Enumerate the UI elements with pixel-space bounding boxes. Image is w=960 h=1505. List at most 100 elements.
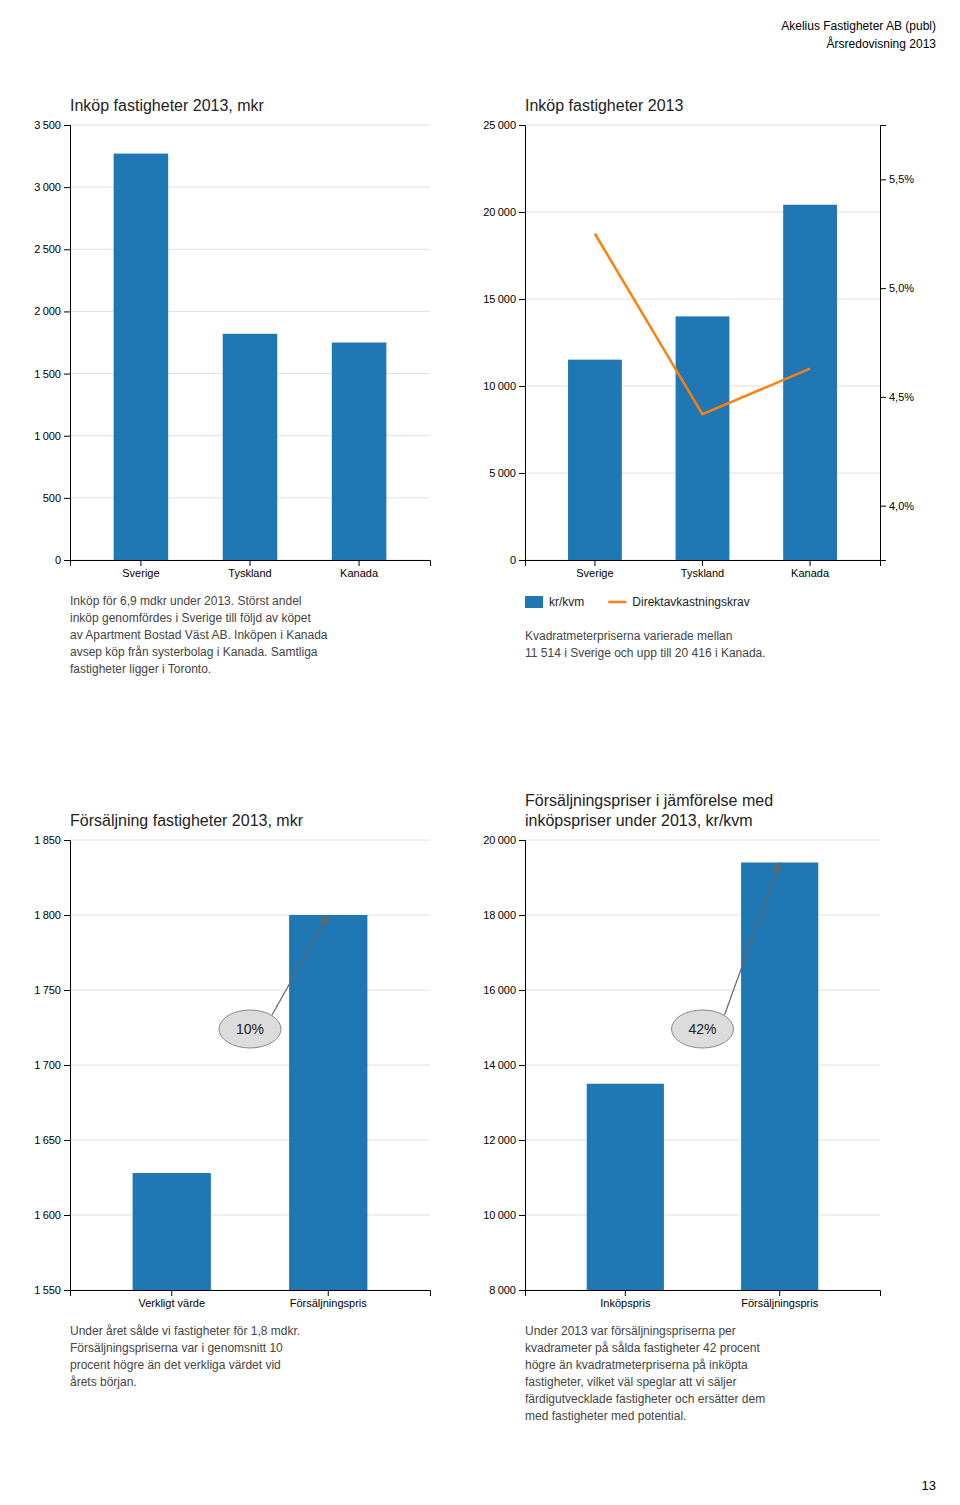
chart-title: Inköp fastigheter 2013, mkr	[70, 97, 265, 114]
tick: Tyskland	[228, 560, 271, 579]
grid-line	[70, 840, 430, 841]
tick-mark	[64, 374, 70, 375]
grid	[70, 125, 430, 560]
tick-mark	[64, 1140, 70, 1141]
tick-mark	[64, 187, 70, 188]
tick: 18 000	[483, 909, 525, 921]
bar	[676, 316, 730, 560]
tick: 8 000	[489, 1284, 525, 1296]
chart: 8 00010 00012 00014 00016 00018 00020 00…	[483, 792, 880, 1505]
tick: 1 750	[34, 984, 70, 996]
marks	[114, 154, 387, 560]
tick-label: 8 000	[489, 1284, 516, 1296]
tick-mark	[519, 990, 525, 991]
grid-line	[70, 990, 430, 991]
annotation-ellipse	[219, 1010, 281, 1048]
chart-title-line: Inköp fastigheter 2013, mkr	[70, 97, 265, 114]
tick-mark	[140, 560, 141, 566]
caption-line: Under 2013 var försäljningspriserna per	[525, 1324, 736, 1338]
tick-label: 25 000	[483, 119, 516, 131]
tick-label: 14 000	[483, 1059, 516, 1071]
tick: Kanada	[340, 560, 379, 579]
tick-label: 1 600	[34, 1209, 61, 1221]
tick: 1 500	[34, 368, 70, 380]
tick: 1 600	[34, 1209, 70, 1221]
tick-label: 5 000	[489, 467, 516, 479]
tick-label: Tyskland	[228, 567, 271, 579]
tick-label: Försäljningspris	[741, 1297, 819, 1309]
y-axis: 05 00010 00015 00020 00025 000	[483, 119, 525, 566]
tick: 5,0%	[880, 282, 914, 294]
tick-label: 15 000	[483, 293, 516, 305]
caption-line: inköp genomfördes i Sverige till följd a…	[70, 611, 311, 625]
tick-mark	[64, 915, 70, 916]
caption-line: fastigheter, vilket väl speglar att vi s…	[525, 1375, 736, 1389]
tick: 15 000	[483, 293, 525, 305]
tick-mark	[779, 1290, 780, 1296]
axis-line	[64, 126, 71, 561]
legend-label: Direktavkastningskrav	[632, 595, 749, 609]
tick-mark	[810, 560, 811, 566]
tick: 0	[55, 554, 70, 566]
bar	[783, 205, 837, 560]
tick: 20 000	[483, 206, 525, 218]
tick-mark	[702, 560, 703, 566]
line	[595, 234, 810, 415]
tick-mark	[64, 560, 70, 561]
bar	[741, 863, 818, 1291]
marks	[587, 863, 819, 1291]
tick-label: 12 000	[483, 1134, 516, 1146]
caption-line: med fastigheter med potential.	[525, 1409, 686, 1423]
tick: Tyskland	[681, 560, 724, 579]
tick: 1 550	[34, 1284, 70, 1296]
marks	[133, 915, 368, 1290]
tick-label: Verkligt värde	[138, 1297, 205, 1309]
tick: 2 500	[34, 243, 70, 255]
tick-mark	[519, 473, 525, 474]
caption-line: färdigutvecklade fastigheter och ersätte…	[525, 1392, 765, 1406]
tick: 16 000	[483, 984, 525, 996]
legend-swatch	[525, 596, 543, 608]
axis-line	[71, 561, 431, 567]
caption-line: Kvadratmeterpriserna varierade mellan	[525, 629, 732, 643]
grid-line	[70, 1215, 430, 1216]
tick: Försäljningspris	[290, 1290, 368, 1309]
chart-title-line: Inköp fastigheter 2013	[525, 97, 683, 114]
tick: 12 000	[483, 1134, 525, 1146]
tick: 20 000	[483, 834, 525, 846]
tick-mark	[64, 840, 70, 841]
grid-line	[70, 1065, 430, 1066]
caption-line: 11 514 i Sverige och upp till 20 416 i K…	[525, 646, 766, 660]
tick-label: 18 000	[483, 909, 516, 921]
annotation-text: 10%	[236, 1021, 264, 1037]
tick-label: 1 850	[34, 834, 61, 846]
axis-line	[526, 561, 881, 567]
chart-title-line: inköpspriser under 2013, kr/kvm	[525, 812, 753, 829]
x-axis: Inköpspris Försäljningspris	[526, 1290, 881, 1309]
tick-mark	[328, 1290, 329, 1296]
caption-line: avsер köp från systerbolag i Kanada. Sam…	[70, 645, 318, 659]
bar	[223, 334, 278, 560]
chart-title: Försäljningspriser i jämförelse medinköp…	[525, 792, 773, 829]
tick: 5 000	[489, 467, 525, 479]
grid-line	[70, 1140, 430, 1141]
annotation: 42%	[672, 863, 780, 1049]
caption-line: procent högre än det verkliga värdet vid	[70, 1358, 281, 1372]
tick: Inköpspris	[600, 1290, 651, 1309]
grid-line	[525, 125, 880, 126]
legend: kr/kvmDirektavkastningskrav	[525, 595, 750, 609]
tick: Sverige	[122, 560, 159, 579]
tick-label: 2 000	[34, 305, 61, 317]
tick-mark	[64, 498, 70, 499]
tick-label: 1 650	[34, 1134, 61, 1146]
tick-label: 1 550	[34, 1284, 61, 1296]
annotation-arrow	[272, 915, 328, 1015]
header: Årsredovisning 2013	[827, 36, 937, 51]
bar	[332, 343, 387, 561]
chart-title: Inköp fastigheter 2013	[525, 97, 683, 114]
bar	[289, 915, 367, 1290]
tick-label: 1 750	[34, 984, 61, 996]
y-axis: 1 5501 6001 6501 7001 7501 8001 850	[34, 834, 70, 1296]
tick: 3 500	[34, 119, 70, 131]
bar	[587, 1084, 664, 1290]
